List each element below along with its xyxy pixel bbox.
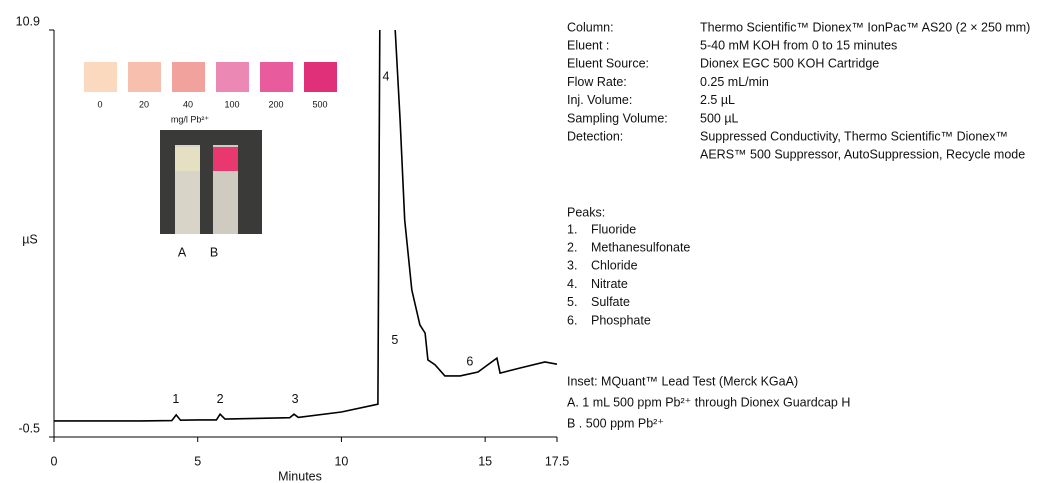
method-label: Detection: xyxy=(567,129,623,143)
method-value: 500 µL xyxy=(700,111,739,125)
method-value: 2.5 µL xyxy=(700,93,735,107)
method-label: Eluent Source: xyxy=(567,57,649,71)
x-tick-label: 5 xyxy=(194,454,201,468)
peak-name: Sulfate xyxy=(591,295,630,309)
strip-label: B xyxy=(210,245,218,259)
swatch-label: 500 xyxy=(312,99,327,109)
peak-name: Phosphate xyxy=(591,313,651,327)
peak-number: 5. xyxy=(567,295,577,309)
swatch xyxy=(304,62,337,92)
note: B . 500 ppm Pb²⁺ xyxy=(567,416,664,430)
peaks-title: Peaks: xyxy=(567,205,605,219)
swatch-label: 100 xyxy=(224,99,239,109)
peak-label: 6 xyxy=(466,354,473,368)
swatch-label: 0 xyxy=(97,99,102,109)
method-value: Suppressed Conductivity, Thermo Scientif… xyxy=(700,129,1008,143)
x-tick-label: 17.5 xyxy=(545,454,569,468)
inset-unit: mg/l Pb²⁺ xyxy=(171,114,210,124)
peak-number: 6. xyxy=(567,313,577,327)
x-tick-label: 15 xyxy=(478,454,492,468)
method-label: Inj. Volume: xyxy=(567,93,632,107)
swatch xyxy=(172,62,205,92)
y-axis-label: µS xyxy=(22,232,38,246)
trace xyxy=(54,30,557,422)
note: Inset: MQuant™ Lead Test (Merck KGaA) xyxy=(567,374,798,388)
swatch-label: 40 xyxy=(183,99,193,109)
strip-label: A xyxy=(178,245,187,259)
method-label: Sampling Volume: xyxy=(567,111,668,125)
peak-name: Fluoride xyxy=(591,222,636,236)
peak-label: 5 xyxy=(391,333,398,347)
peak-label: 2 xyxy=(217,392,224,406)
method-value: Dionex EGC 500 KOH Cartridge xyxy=(700,57,879,71)
y-tick-label: -0.5 xyxy=(18,421,40,435)
peak-label: 4 xyxy=(383,69,390,83)
note: A. 1 mL 500 ppm Pb²⁺ through Dionex Guar… xyxy=(567,395,850,409)
y-tick-label: 10.9 xyxy=(16,14,40,28)
swatch xyxy=(128,62,161,92)
peak-name: Methanesulfonate xyxy=(591,240,690,254)
method-value: Thermo Scientific™ Dionex™ IonPac™ AS20 … xyxy=(700,20,1030,34)
method-value: 0.25 mL/min xyxy=(700,75,769,89)
swatch-label: 20 xyxy=(139,99,149,109)
x-axis-label: Minutes xyxy=(278,469,322,483)
peak-name: Nitrate xyxy=(591,277,628,291)
peak-number: 1. xyxy=(567,222,577,236)
plot-area xyxy=(54,30,557,422)
peak-number: 4. xyxy=(567,277,577,291)
swatch xyxy=(216,62,249,92)
peak-number: 3. xyxy=(567,259,577,273)
x-tick-label: 10 xyxy=(334,454,348,468)
peak-name: Chloride xyxy=(591,259,638,273)
peak-label: 3 xyxy=(292,392,299,406)
method-label: Eluent : xyxy=(567,38,609,52)
swatch xyxy=(84,62,117,92)
swatch-label: 200 xyxy=(268,99,283,109)
method-value: AERS™ 500 Suppressor, AutoSuppression, R… xyxy=(700,148,1025,162)
inset-photo xyxy=(160,130,262,234)
peak-label: 1 xyxy=(172,392,179,406)
peak-number: 2. xyxy=(567,240,577,254)
method-label: Flow Rate: xyxy=(567,75,627,89)
swatch xyxy=(260,62,293,92)
method-label: Column: xyxy=(567,20,614,34)
method-value: 5-40 mM KOH from 0 to 15 minutes xyxy=(700,38,897,52)
x-tick-label: 0 xyxy=(51,454,58,468)
